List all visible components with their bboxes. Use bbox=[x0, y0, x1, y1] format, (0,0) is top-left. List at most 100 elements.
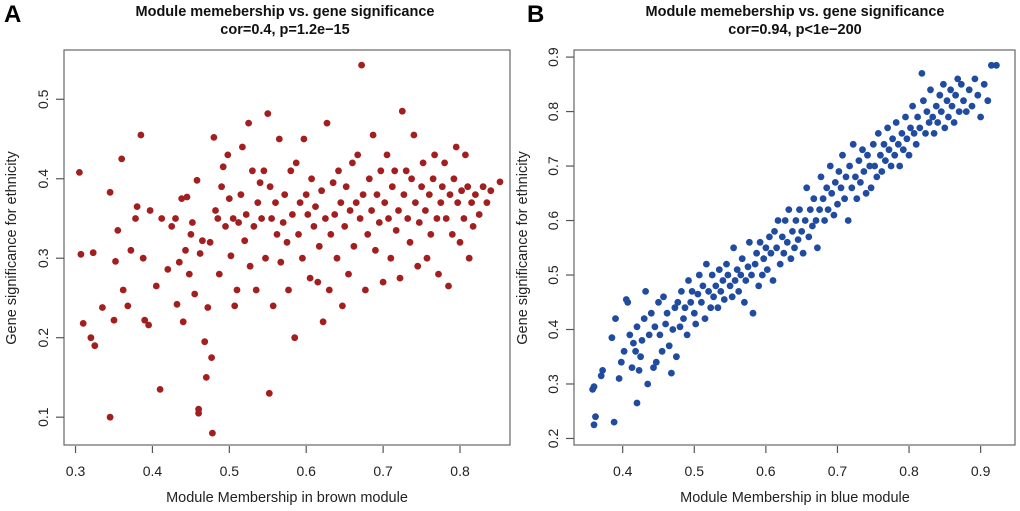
data-point bbox=[76, 169, 83, 176]
data-point bbox=[204, 304, 212, 311]
data-point bbox=[410, 131, 418, 139]
data-point bbox=[219, 163, 227, 171]
data-point bbox=[446, 191, 454, 199]
data-point bbox=[269, 302, 277, 310]
data-point bbox=[222, 223, 229, 230]
data-point bbox=[178, 195, 186, 203]
data-point bbox=[760, 255, 768, 263]
data-point bbox=[839, 151, 846, 159]
data-point bbox=[408, 175, 415, 183]
data-point bbox=[119, 286, 127, 294]
data-point bbox=[422, 207, 429, 214]
data-point bbox=[385, 215, 392, 222]
data-point bbox=[824, 206, 832, 214]
data-point bbox=[214, 215, 222, 222]
y-axis-label-a: Gene significance for ethnicity bbox=[4, 151, 20, 345]
data-point bbox=[737, 271, 745, 279]
data-point bbox=[724, 271, 732, 279]
data-point bbox=[705, 288, 712, 295]
data-point bbox=[812, 217, 820, 224]
data-point bbox=[229, 215, 237, 222]
points-a bbox=[76, 61, 504, 437]
data-point bbox=[464, 183, 472, 191]
data-point bbox=[898, 130, 906, 137]
data-point bbox=[295, 231, 302, 238]
data-point bbox=[193, 176, 201, 184]
data-point bbox=[152, 282, 160, 290]
data-point bbox=[922, 130, 929, 137]
data-point bbox=[699, 282, 707, 290]
data-point bbox=[633, 323, 641, 331]
data-point bbox=[387, 254, 395, 262]
x-axis-a: 0.3 0.4 0.5 0.6 0.7 0.8 bbox=[66, 446, 470, 479]
data-point bbox=[866, 162, 874, 170]
data-point bbox=[442, 215, 450, 222]
data-point bbox=[306, 274, 314, 282]
data-point bbox=[905, 151, 913, 159]
data-point bbox=[256, 179, 264, 187]
x-tick-label: 0.6 bbox=[296, 463, 316, 479]
data-point bbox=[118, 155, 126, 163]
data-point bbox=[859, 146, 866, 154]
data-point bbox=[809, 222, 816, 230]
data-point bbox=[212, 207, 219, 214]
data-point bbox=[287, 167, 295, 175]
y-axis-b: 0.2 0.3 0.4 0.5 0.6 0.7 0.8 0.9 bbox=[545, 47, 574, 448]
data-point bbox=[242, 211, 250, 218]
data-point bbox=[359, 191, 367, 199]
x-tick-label: 0.3 bbox=[66, 463, 86, 479]
data-point bbox=[717, 288, 725, 295]
data-point bbox=[638, 337, 646, 344]
data-point bbox=[923, 108, 931, 115]
data-point bbox=[237, 191, 245, 199]
data-point bbox=[635, 367, 643, 374]
data-point bbox=[435, 270, 442, 278]
data-point bbox=[927, 86, 934, 94]
data-point bbox=[678, 288, 685, 295]
data-point bbox=[415, 219, 423, 226]
data-point bbox=[785, 206, 793, 214]
data-point bbox=[801, 217, 809, 224]
data-point bbox=[940, 80, 947, 88]
data-point bbox=[87, 334, 95, 342]
data-point bbox=[794, 236, 802, 244]
data-point bbox=[660, 293, 667, 301]
data-point bbox=[277, 258, 285, 266]
data-point bbox=[799, 249, 807, 257]
data-point bbox=[862, 189, 870, 197]
data-point bbox=[844, 217, 852, 224]
data-point bbox=[452, 143, 460, 151]
data-point bbox=[774, 217, 782, 224]
data-point bbox=[414, 262, 422, 270]
data-point bbox=[608, 334, 616, 342]
data-point bbox=[617, 358, 625, 366]
data-point bbox=[791, 244, 798, 252]
data-point bbox=[887, 162, 895, 170]
data-point bbox=[182, 246, 189, 254]
data-point bbox=[955, 108, 963, 115]
data-point bbox=[391, 167, 399, 175]
y-tick-label: 0.8 bbox=[545, 102, 561, 122]
data-point bbox=[882, 157, 889, 165]
data-point bbox=[977, 113, 984, 121]
data-point bbox=[974, 91, 982, 99]
data-point bbox=[329, 179, 337, 187]
chart-subtitle-b: cor=0.94, p<1e−200 bbox=[728, 22, 861, 38]
y-tick-label: 0.2 bbox=[35, 328, 51, 348]
data-point bbox=[300, 135, 308, 143]
data-point bbox=[590, 383, 598, 391]
data-point bbox=[756, 238, 764, 246]
data-point bbox=[780, 249, 788, 257]
data-point bbox=[315, 242, 323, 250]
data-point bbox=[281, 191, 289, 199]
data-point bbox=[179, 318, 187, 326]
data-point bbox=[695, 271, 703, 279]
data-point bbox=[936, 91, 944, 99]
y-tick-label: 0.7 bbox=[545, 156, 561, 176]
data-point bbox=[957, 80, 965, 88]
data-point bbox=[231, 302, 239, 310]
data-point bbox=[396, 274, 404, 282]
data-point bbox=[869, 140, 877, 148]
data-point bbox=[445, 282, 452, 290]
data-point bbox=[465, 254, 473, 262]
